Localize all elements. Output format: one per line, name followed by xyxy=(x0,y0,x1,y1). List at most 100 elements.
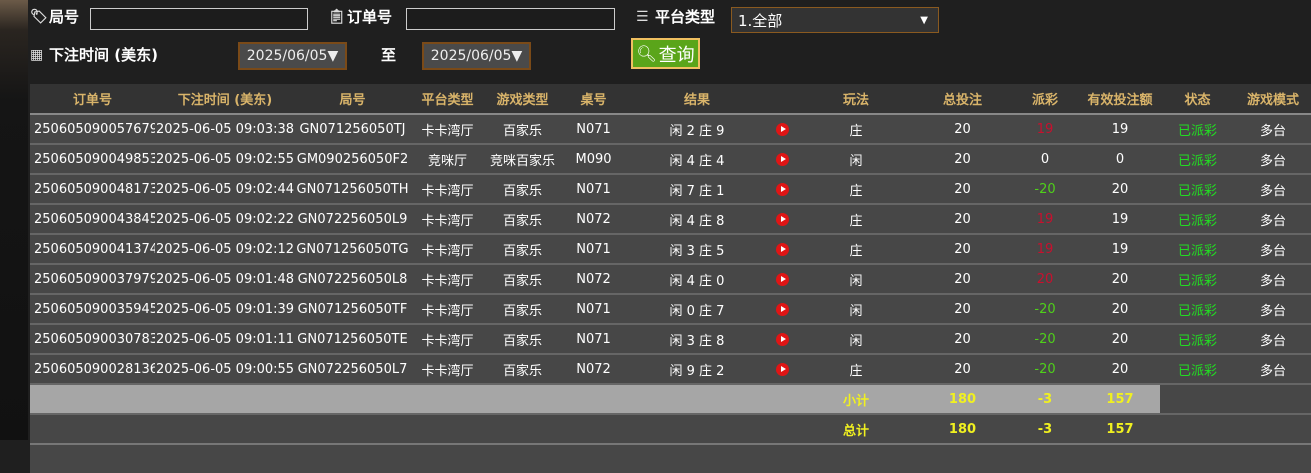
table-row[interactable]: 250605090041374 2025-06-05 09:02:12 GN0712… xyxy=(30,234,1311,265)
game-type: 百家乐 xyxy=(485,264,560,295)
table-row[interactable]: 250605090028136 2025-06-05 09:00:55 GN0722… xyxy=(30,354,1311,385)
play-icon[interactable] xyxy=(775,182,789,196)
result: 闲 3 庄 5 xyxy=(627,234,767,265)
total-bet: 20 xyxy=(915,264,1010,295)
column-header: 派彩 xyxy=(1010,84,1080,115)
table-row[interactable]: 250605090048173 2025-06-05 09:02:44 GN0712… xyxy=(30,174,1311,205)
table-header: 订单号 下注时间 (美东) 局号 平台类型 游戏类型 桌号 结果 玩法 总投注 派彩 有效投注额 状态… xyxy=(30,84,1311,115)
valid-bet: 20 xyxy=(1080,264,1160,295)
query-button[interactable]: 🔍︎ 查询 xyxy=(631,38,700,69)
play-icon[interactable] xyxy=(775,212,789,226)
game-mode: 多台 xyxy=(1235,294,1311,325)
replay[interactable] xyxy=(767,234,797,265)
replay[interactable] xyxy=(767,324,797,355)
table-row[interactable]: 250605090037979 2025-06-05 09:01:48 GN0722… xyxy=(30,264,1311,295)
total-bet: 20 xyxy=(915,324,1010,355)
spacer xyxy=(1160,384,1311,415)
platform: 卡卡湾厅 xyxy=(410,264,485,295)
date-to-picker[interactable]: 2025/06/05▼ xyxy=(422,42,531,70)
round-id: GN072256050L7 xyxy=(295,354,410,385)
order-id: 250605090049853 xyxy=(30,144,155,175)
game-type: 百家乐 xyxy=(485,174,560,205)
bet-time: 2025-06-05 09:02:12 xyxy=(155,234,295,265)
valid-bet: 19 xyxy=(1080,234,1160,265)
subtotal-valid: 157 xyxy=(1080,384,1160,415)
payout: 0 xyxy=(1010,144,1080,175)
payout: 19 xyxy=(1010,114,1080,145)
order-label: 📋︎ 订单号 xyxy=(328,8,393,26)
replay[interactable] xyxy=(767,294,797,325)
replay[interactable] xyxy=(767,174,797,205)
game-mode: 多台 xyxy=(1235,324,1311,355)
round-input[interactable] xyxy=(90,8,308,30)
payout: -20 xyxy=(1010,354,1080,385)
status: 已派彩 xyxy=(1160,174,1235,205)
time-label: ▦ 下注时间 (美东) xyxy=(30,46,158,64)
search-icon: 🔍︎ xyxy=(636,44,657,63)
replay[interactable] xyxy=(767,354,797,385)
platform-label: ☰ 平台类型 xyxy=(636,8,716,26)
payout: -20 xyxy=(1010,324,1080,355)
table-id: M090 xyxy=(560,144,627,175)
bet-time: 2025-06-05 09:03:38 xyxy=(155,114,295,145)
play-icon[interactable] xyxy=(775,152,789,166)
column-header: 桌号 xyxy=(560,84,627,115)
result: 闲 4 庄 4 xyxy=(627,144,767,175)
play-icon[interactable] xyxy=(775,272,789,286)
bet-type: 庄 xyxy=(797,234,915,265)
platform-select[interactable]: 1.全部 ▼ xyxy=(731,7,939,33)
table-row[interactable]: 250605090043845 2025-06-05 09:02:22 GN0722… xyxy=(30,204,1311,235)
game-mode: 多台 xyxy=(1235,264,1311,295)
status: 已派彩 xyxy=(1160,324,1235,355)
total-bet: 20 xyxy=(915,174,1010,205)
table-row[interactable]: 250605090035945 2025-06-05 09:01:39 GN0712… xyxy=(30,294,1311,325)
play-icon[interactable] xyxy=(775,122,789,136)
column-header xyxy=(767,84,797,115)
tag-icon: 🏷︎ xyxy=(30,8,48,25)
result: 闲 4 庄 0 xyxy=(627,264,767,295)
left-decoration xyxy=(0,0,28,440)
total-bet: 20 xyxy=(915,144,1010,175)
bet-time: 2025-06-05 09:01:48 xyxy=(155,264,295,295)
table-row[interactable]: 250605090030783 2025-06-05 09:01:11 GN0712… xyxy=(30,324,1311,355)
column-header: 状态 xyxy=(1160,84,1235,115)
replay[interactable] xyxy=(767,114,797,145)
platform: 卡卡湾厅 xyxy=(410,174,485,205)
replay[interactable] xyxy=(767,204,797,235)
payout: -20 xyxy=(1010,294,1080,325)
order-input[interactable] xyxy=(406,8,615,30)
valid-bet: 0 xyxy=(1080,144,1160,175)
subtotal-bet: 180 xyxy=(915,384,1010,415)
calendar-icon: ▦ xyxy=(30,46,44,63)
column-header: 总投注 xyxy=(915,84,1010,115)
play-icon[interactable] xyxy=(775,302,789,316)
round-id: GN071256050TG xyxy=(295,234,410,265)
status: 已派彩 xyxy=(1160,204,1235,235)
table-id: N072 xyxy=(560,204,627,235)
subtotal-row: 小计 180 -3 157 xyxy=(30,384,1311,415)
result: 闲 0 庄 7 xyxy=(627,294,767,325)
game-mode: 多台 xyxy=(1235,174,1311,205)
replay[interactable] xyxy=(767,144,797,175)
table-row[interactable]: 250605090057679 2025-06-05 09:03:38 GN0712… xyxy=(30,114,1311,145)
order-id: 250605090048173 xyxy=(30,174,155,205)
game-mode: 多台 xyxy=(1235,234,1311,265)
column-header: 玩法 xyxy=(797,84,915,115)
bet-type: 庄 xyxy=(797,114,915,145)
table-row[interactable]: 250605090049853 2025-06-05 09:02:55 GM0902… xyxy=(30,144,1311,175)
play-icon[interactable] xyxy=(775,362,789,376)
game-mode: 多台 xyxy=(1235,114,1311,145)
bet-time: 2025-06-05 09:02:44 xyxy=(155,174,295,205)
platform: 竞咪厅 xyxy=(410,144,485,175)
date-from-picker[interactable]: 2025/06/05▼ xyxy=(238,42,347,70)
column-header: 结果 xyxy=(627,84,767,115)
replay[interactable] xyxy=(767,264,797,295)
column-header: 局号 xyxy=(295,84,410,115)
status: 已派彩 xyxy=(1160,354,1235,385)
platform: 卡卡湾厅 xyxy=(410,234,485,265)
play-icon[interactable] xyxy=(775,242,789,256)
chevron-down-icon: ▼ xyxy=(920,14,928,26)
play-icon[interactable] xyxy=(775,332,789,346)
table-id: N071 xyxy=(560,294,627,325)
platform: 卡卡湾厅 xyxy=(410,204,485,235)
